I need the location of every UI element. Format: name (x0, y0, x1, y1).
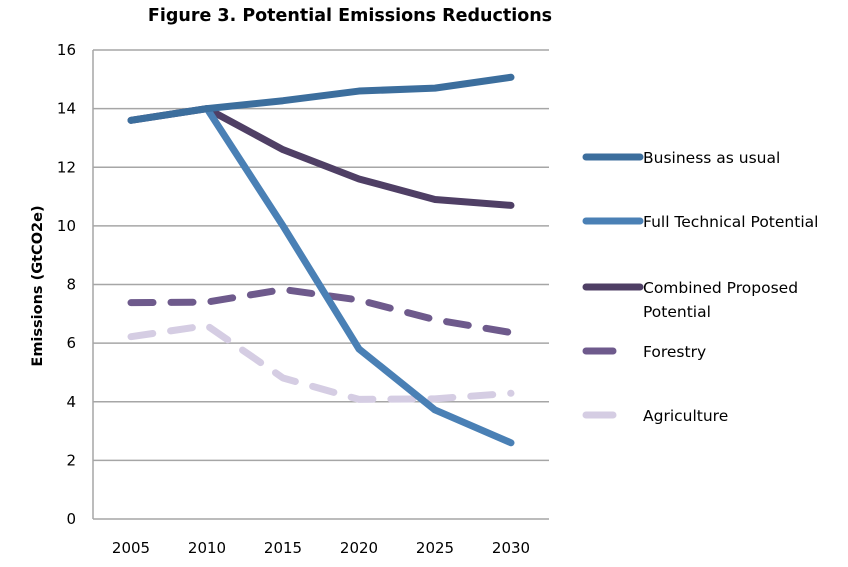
y-tick-label-4: 4 (66, 393, 76, 411)
series-line-forestry (127, 285, 515, 337)
x-tick-label-2020: 2020 (340, 539, 378, 557)
series-lines (127, 73, 515, 447)
legend-label-combined-proposed-potential: Combined Proposed (643, 279, 798, 297)
series-line-agriculture (127, 322, 515, 403)
legend-label-business-as-usual: Business as usual (643, 149, 780, 167)
x-tick-label-2010: 2010 (188, 539, 226, 557)
y-axis-title: Emissions (GtCO2e) (30, 205, 46, 366)
y-tick-label-8: 8 (66, 276, 76, 294)
y-tick-label-12: 12 (57, 158, 76, 176)
series-line-business-as-usual (127, 73, 515, 124)
y-tick-label-14: 14 (57, 100, 76, 118)
x-tick-label-2015: 2015 (264, 539, 302, 557)
y-tick-label-10: 10 (57, 217, 76, 235)
y-tick-label-0: 0 (66, 510, 76, 528)
y-tick-label-2: 2 (66, 451, 76, 469)
legend: Business as usual Full Technical Potentia… (582, 149, 818, 425)
x-tick-label-2025: 2025 (416, 539, 454, 557)
y-tick-label-16: 16 (57, 41, 76, 59)
chart-title: Figure 3. Potential Emissions Reductions (147, 6, 553, 26)
series-line-full-technical-potential (203, 105, 515, 447)
y-tick-label-6: 6 (66, 334, 76, 352)
legend-label-full-technical-potential: Full Technical Potential (643, 213, 818, 231)
axes: 0 2 4 6 8 10 12 14 16 2005 2010 2015 2020 2025 2030 Emi… (30, 41, 530, 557)
legend-label-combined-proposed-potential-line2: Potential (643, 303, 711, 321)
legend-label-forestry: Forestry (643, 343, 706, 361)
series-line-combined-proposed-potential (127, 105, 515, 209)
legend-label-agriculture: Agriculture (643, 407, 728, 425)
x-tick-label-2030: 2030 (492, 539, 530, 557)
x-tick-label-2005: 2005 (112, 539, 150, 557)
